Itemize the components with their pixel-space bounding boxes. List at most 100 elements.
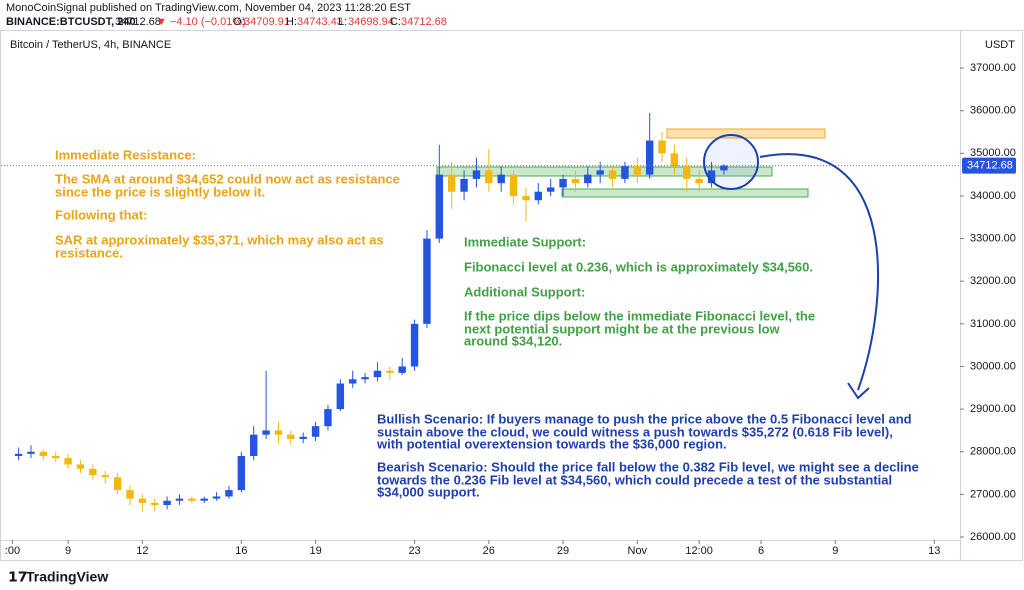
annotation-line: Immediate Resistance: — [55, 147, 196, 162]
y-tick-label: 35000.00 — [970, 147, 1016, 159]
candle-body — [497, 174, 505, 184]
candle-body — [410, 323, 419, 367]
candle-body — [101, 475, 109, 478]
candle-body — [485, 170, 493, 184]
candle-body — [299, 436, 307, 439]
y-axis-unit: USDT — [985, 39, 1015, 51]
annotation-line: Fibonacci level at 0.236, which is appro… — [464, 259, 813, 274]
candle-body — [534, 191, 543, 201]
annotation-line: with potential overextension towards the… — [376, 436, 727, 451]
candle-body — [707, 170, 716, 184]
x-tick-label: 13 — [928, 545, 940, 557]
x-tick-label: 23 — [408, 545, 420, 557]
last-price-tag-label: 34712.68 — [967, 159, 1013, 171]
annotation-line: resistance. — [55, 245, 123, 260]
candle-body — [225, 490, 233, 497]
annotation-line: Following that: — [55, 207, 147, 222]
x-tick-label: 29 — [557, 545, 569, 557]
low-value: 34698.94 — [348, 16, 394, 28]
candle-body — [645, 140, 654, 175]
candle-body — [695, 178, 703, 184]
candle-body — [52, 455, 60, 459]
support-zone-low — [561, 188, 809, 198]
x-tick-label: 19 — [309, 545, 321, 557]
annotation-line: Additional Support: — [464, 284, 585, 299]
candle-body — [435, 174, 444, 239]
candle-body — [720, 165, 728, 171]
y-tick-label: 26000.00 — [970, 531, 1016, 543]
candle-body — [188, 498, 196, 501]
candle-body — [608, 170, 617, 179]
candle-body — [89, 468, 97, 476]
candle-body — [670, 153, 679, 167]
candle-body — [522, 195, 530, 201]
x-tick-label: 26 — [483, 545, 495, 557]
close-label: C: — [390, 16, 401, 28]
symbol: BINANCE:BTCUSDT, 240 — [6, 16, 136, 28]
candle-body — [126, 490, 134, 499]
candle-body — [571, 178, 580, 184]
last-price-tag — [962, 157, 1016, 174]
candle-body — [237, 455, 246, 491]
candle-body — [14, 453, 23, 456]
candle-body — [311, 426, 320, 437]
annotation-line: The SMA at around $34,652 could now act … — [55, 171, 400, 186]
y-tick-label: 32000.00 — [970, 275, 1016, 287]
y-tick-label: 29000.00 — [970, 403, 1016, 415]
candle-body — [64, 458, 72, 465]
candle-body — [324, 409, 332, 427]
candle-body — [262, 430, 270, 435]
x-tick-label: :00 — [5, 545, 20, 557]
x-tick-label: 12 — [136, 545, 148, 557]
publisher: MonoCoinSignal published on TradingView.… — [6, 2, 411, 14]
x-tick-label: 9 — [65, 545, 71, 557]
candle-body — [361, 377, 369, 380]
x-tick-label: Nov — [628, 545, 648, 557]
candle-body — [138, 498, 147, 503]
chart-title: Bitcoin / TetherUS, 4h, BINANCE — [10, 39, 171, 51]
annotation-line: SAR at approximately $35,371, which may … — [55, 232, 384, 247]
highlight-circle — [703, 134, 759, 190]
projection-arrow — [759, 153, 879, 391]
annotation-line: Bullish Scenario: If buyers manage to pu… — [377, 411, 912, 426]
candle-body — [398, 366, 406, 373]
x-tick-label: 6 — [758, 545, 764, 557]
candle-body — [509, 174, 518, 196]
annotation-line: If the price dips below the immediate Fi… — [464, 308, 815, 323]
candle-body — [200, 498, 208, 501]
y-tick-label: 28000.00 — [970, 446, 1016, 458]
candle-body — [151, 502, 159, 506]
annotation-line: sustain above the cloud, we could witnes… — [377, 424, 893, 439]
change: ▼ −4.10 (−0.01%) — [156, 16, 246, 28]
y-tick-label: 37000.00 — [970, 62, 1016, 74]
candle-body — [27, 451, 35, 454]
candle-body — [175, 498, 184, 501]
candle-body — [336, 383, 345, 410]
y-tick-label: 36000.00 — [970, 105, 1016, 117]
low-label: L: — [338, 16, 347, 28]
candle-body — [621, 166, 629, 179]
y-tick-label: 33000.00 — [970, 232, 1016, 244]
y-tick-label: 31000.00 — [970, 318, 1016, 330]
candle-body — [633, 166, 642, 175]
high-label: H: — [286, 16, 297, 28]
open-value: 34709.91 — [244, 16, 290, 28]
open-label: O: — [233, 16, 245, 28]
annotation-line: since the price is slightly below it. — [55, 184, 265, 199]
candle-body — [287, 434, 295, 439]
candle-body — [584, 174, 592, 184]
candle-body — [683, 166, 691, 179]
candle-body — [113, 477, 122, 491]
candle-body — [658, 140, 666, 154]
candle-body — [596, 170, 604, 175]
candle-body — [472, 170, 481, 179]
support-zone — [436, 166, 773, 177]
candle-body — [348, 379, 357, 384]
x-tick-label: 16 — [235, 545, 247, 557]
candle-body — [423, 238, 431, 324]
candle-body — [39, 451, 48, 456]
close-value: 34712.68 — [401, 16, 447, 28]
footer-brand: TradingView — [26, 569, 108, 585]
candle-body — [559, 178, 567, 188]
x-tick-label: 12:00 — [685, 545, 713, 557]
